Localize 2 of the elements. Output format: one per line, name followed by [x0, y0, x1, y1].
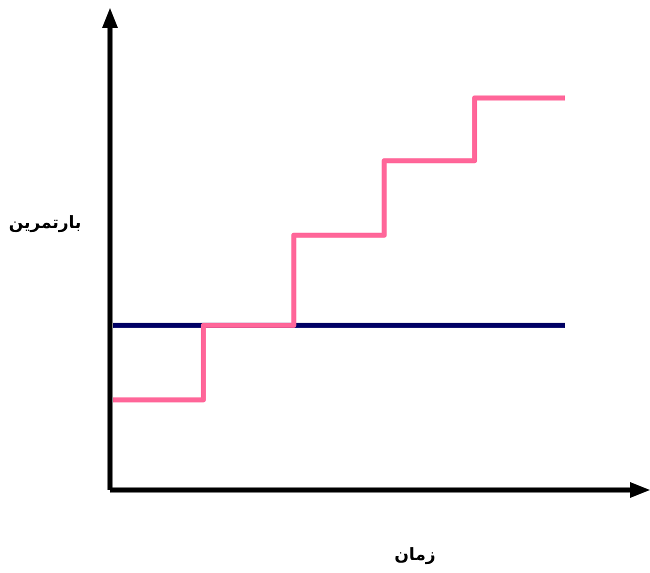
x-axis-title: زمان — [394, 545, 436, 565]
y-axis-title: بارتمرین — [8, 213, 82, 233]
